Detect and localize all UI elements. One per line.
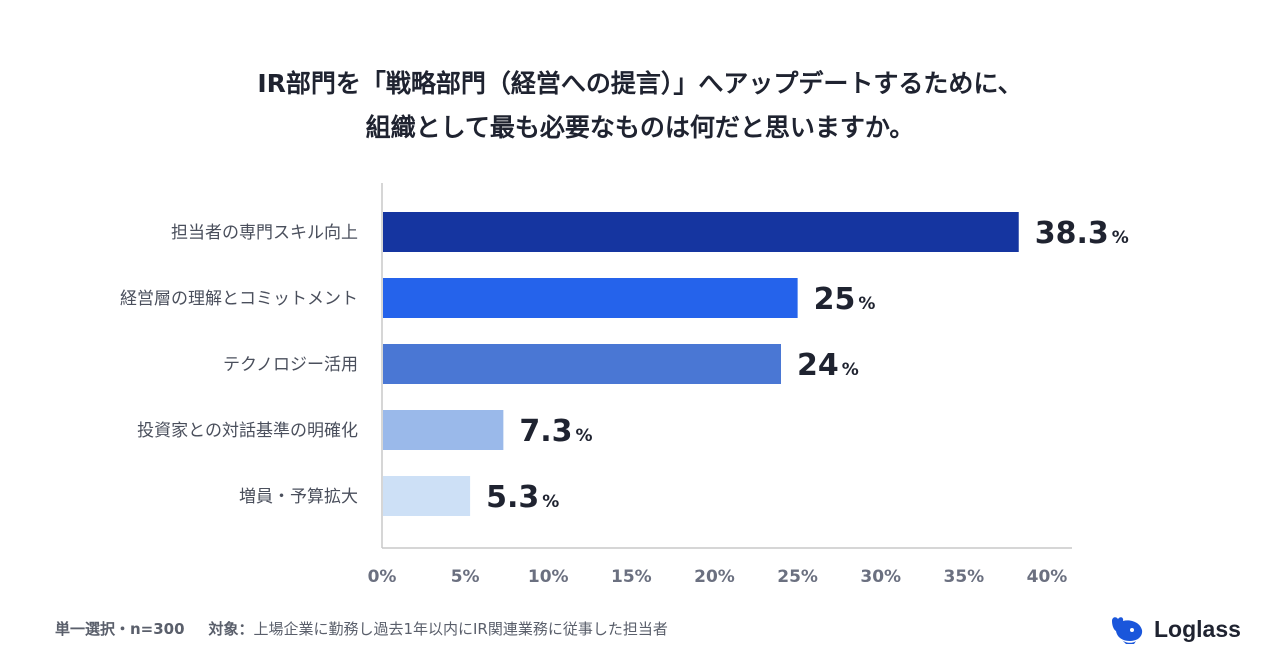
x-tick-label: 40% [1027,567,1068,587]
x-tick-label: 20% [694,567,735,587]
bar [383,410,504,450]
bar [383,344,781,384]
x-tick-label: 35% [944,567,985,587]
x-tick-label: 25% [777,567,818,587]
x-tick-label: 30% [860,567,901,587]
category-label: テクノロジー活用 [223,355,358,375]
value-label: 25% [814,282,876,317]
category-label: 担当者の専門スキル向上 [171,223,358,243]
footer-note: 単一選択・n=300 対象：上場企業に勤務し過去1年以内にIR関連業務に従事した… [55,618,668,639]
category-label: 経営層の理解とコミットメント [120,289,358,309]
value-label: 38.3% [1035,216,1129,251]
x-tick-label: 15% [611,567,652,587]
bar [383,212,1019,252]
chart-title-line-2: 組織として最も必要なものは何だと思いますか。 [365,113,915,142]
loglass-logo: Loglass [1108,612,1241,646]
value-label: 5.3% [486,480,559,515]
chart-title-line-1: IR部門を「戦略部門（経営への提言）」へアップデートするために、 [257,69,1023,98]
footer-selection: 単一選択・n=300 [55,620,185,638]
x-tick-label: 0% [368,567,397,587]
bar [383,278,798,318]
bar [383,476,471,516]
value-label: 7.3% [519,414,592,449]
x-tick-label: 10% [528,567,569,587]
category-label: 投資家との対話基準の明確化 [137,421,358,441]
footer-target-label: 対象： [208,620,254,638]
x-tick-label: 5% [451,567,480,587]
logo-text: Loglass [1154,615,1241,642]
value-label: 24% [797,348,859,383]
footer-target-text: 上場企業に勤務し過去1年以内にIR関連業務に従事した担当者 [253,620,668,638]
category-label: 増員・予算拡大 [239,487,358,507]
whale-logo-icon [1112,617,1143,644]
chart-title: IR部門を「戦略部門（経営への提言）」へアップデートするために、 組織として最も… [0,62,1280,150]
